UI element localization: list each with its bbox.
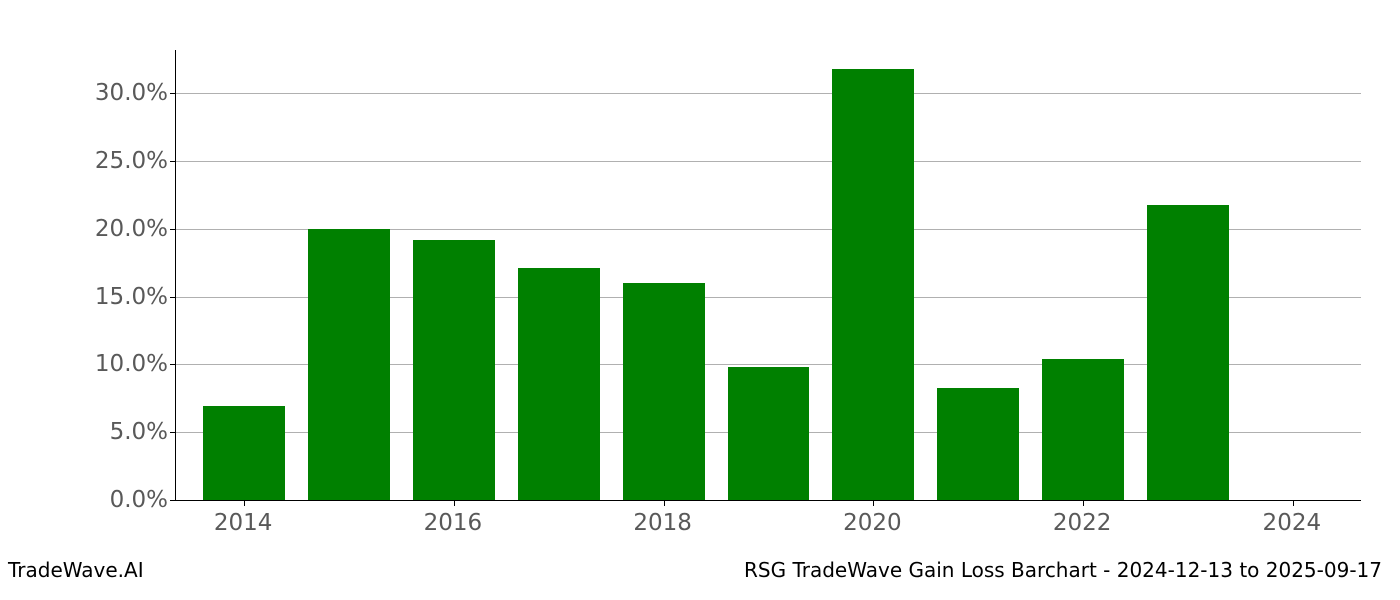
bar [203, 406, 285, 500]
grid-line [176, 161, 1361, 162]
y-tick-mark [170, 364, 176, 365]
chart-container: TradeWave.AI RSG TradeWave Gain Loss Bar… [0, 0, 1400, 600]
x-tick-mark [664, 500, 665, 506]
bar [728, 367, 810, 500]
y-tick-mark [170, 93, 176, 94]
x-tick-mark [873, 500, 874, 506]
bar [518, 268, 600, 500]
x-tick-mark [454, 500, 455, 506]
y-tick-mark [170, 432, 176, 433]
bar [308, 229, 390, 500]
footer-brand: TradeWave.AI [8, 558, 144, 582]
bar [1042, 359, 1124, 500]
bar [937, 388, 1019, 501]
y-tick-label: 25.0% [95, 148, 168, 174]
x-tick-label: 2018 [633, 510, 692, 536]
grid-line [176, 93, 1361, 94]
x-tick-label: 2020 [843, 510, 902, 536]
y-tick-label: 10.0% [95, 351, 168, 377]
y-tick-label: 30.0% [95, 80, 168, 106]
x-tick-label: 2022 [1053, 510, 1112, 536]
y-tick-label: 20.0% [95, 216, 168, 242]
x-tick-label: 2016 [424, 510, 483, 536]
bar [413, 240, 495, 500]
y-tick-label: 5.0% [110, 419, 168, 445]
y-tick-mark [170, 229, 176, 230]
plot-area [175, 50, 1361, 501]
x-tick-mark [244, 500, 245, 506]
y-tick-label: 0.0% [110, 487, 168, 513]
y-tick-label: 15.0% [95, 284, 168, 310]
x-tick-mark [1083, 500, 1084, 506]
footer-caption: RSG TradeWave Gain Loss Barchart - 2024-… [744, 558, 1382, 582]
bar [832, 69, 914, 500]
y-tick-mark [170, 297, 176, 298]
x-tick-label: 2024 [1263, 510, 1322, 536]
x-tick-label: 2014 [214, 510, 273, 536]
y-tick-mark [170, 161, 176, 162]
y-tick-mark [170, 500, 176, 501]
bar [623, 283, 705, 500]
x-tick-mark [1293, 500, 1294, 506]
bar [1147, 205, 1229, 500]
